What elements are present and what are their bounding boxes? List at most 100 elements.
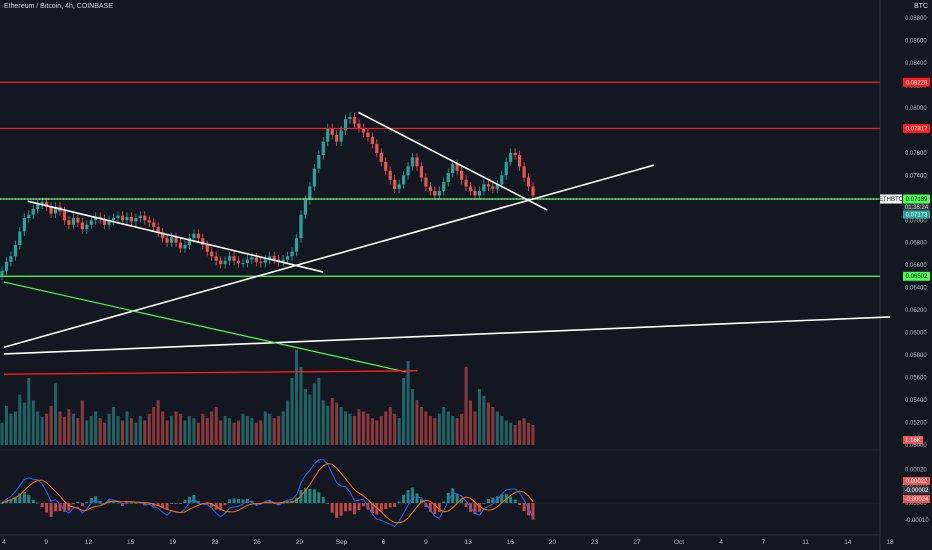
volume-bar <box>138 415 142 445</box>
indicator-histogram-bar <box>513 499 517 504</box>
candle-body <box>36 204 40 210</box>
indicator-histogram-bar <box>223 503 227 506</box>
time-tick-label: 9 <box>44 539 48 546</box>
candle-body <box>107 220 111 225</box>
volume-bar <box>254 422 258 445</box>
volume-bar <box>464 366 468 445</box>
candle-body <box>143 215 147 221</box>
currency-label: BTC <box>914 3 928 10</box>
volume-bar <box>491 407 495 445</box>
candle-body <box>178 242 183 249</box>
candle-body <box>67 220 71 225</box>
candle-body <box>437 191 441 196</box>
volume-bar <box>165 420 169 445</box>
volume-bar <box>161 411 165 445</box>
indicator-value-label: -0.00002 <box>905 488 929 494</box>
indicator-histogram-bar <box>85 502 89 504</box>
price-tick-label: 0.07400 <box>905 173 927 179</box>
indicator-histogram-bar <box>13 497 17 504</box>
candle-body <box>317 155 321 169</box>
indicator-histogram-bar <box>205 503 209 505</box>
time-tick-label: 12 <box>85 539 93 546</box>
volume-bar <box>9 413 13 445</box>
candle-body <box>285 256 290 260</box>
symbol-title: Ethereum / Bitcoin, 4h, COINBASE <box>4 3 113 10</box>
candle-body <box>45 202 49 207</box>
candle-body <box>116 215 120 219</box>
indicator-histogram-bar <box>58 503 62 512</box>
volume-bar <box>71 413 75 445</box>
indicator-histogram-bar <box>98 500 102 504</box>
indicator-histogram-bar <box>49 503 53 517</box>
price-tick-label: 0.06600 <box>905 263 927 269</box>
volume-bar <box>147 413 151 445</box>
candle-body <box>509 152 513 162</box>
candle-body <box>308 186 312 201</box>
volume-bar <box>446 411 450 445</box>
volume-bar <box>27 377 31 445</box>
signal-line <box>1 462 534 524</box>
trendline-long-support <box>3 316 891 355</box>
candle-body <box>482 184 486 192</box>
candle-body <box>281 259 285 262</box>
time-tick-label: 4 <box>719 539 723 546</box>
indicator-histogram-bar <box>326 503 330 504</box>
volume-bar <box>290 377 294 445</box>
time-tick-label: 6 <box>382 539 386 546</box>
indicator-histogram-bar <box>442 501 446 504</box>
candle-body <box>495 184 499 189</box>
volume-bar <box>174 411 178 445</box>
resistance-price-tag-label: 0.07817 <box>906 126 928 132</box>
indicator-histogram-bar <box>27 494 31 504</box>
price-tick-label: 0.06000 <box>905 331 927 337</box>
indicator-histogram-bar <box>228 499 232 504</box>
candle-body <box>473 191 477 196</box>
volume-bar <box>18 394 22 445</box>
indicator-histogram-bar <box>477 503 481 512</box>
time-tick-label: 23 <box>211 539 219 546</box>
volume-bar <box>281 411 285 445</box>
indicator-histogram-bar <box>165 503 169 509</box>
indicator-histogram-bar <box>375 503 379 515</box>
volume-bar <box>277 415 281 445</box>
volume-bar <box>205 418 209 445</box>
volume-bar <box>286 400 290 445</box>
candle-body <box>147 220 151 223</box>
volume-bar <box>379 415 383 445</box>
price-tick-label: 0.08000 <box>905 106 927 112</box>
time-tick-label: 9 <box>424 539 428 546</box>
indicator-histogram-bar <box>76 501 80 504</box>
candle-body <box>393 179 397 189</box>
candle-body <box>419 166 424 178</box>
price-tick-label: 0.05200 <box>905 421 927 427</box>
volume-bar <box>0 422 4 445</box>
candle-body <box>451 164 455 174</box>
time-tick-label: 15 <box>127 539 135 546</box>
volume-bar <box>455 418 459 445</box>
trendline-rising-support <box>3 164 654 349</box>
volume-bar <box>192 418 196 445</box>
candle-body <box>522 166 526 178</box>
indicator-value-label: -0.00024 <box>905 497 929 503</box>
volume-bar <box>388 407 392 445</box>
candle-body <box>40 202 44 205</box>
indicator-histogram-bar <box>464 503 468 508</box>
indicator-histogram-bar <box>62 503 66 512</box>
candle-body <box>491 186 495 189</box>
indicator-histogram-bar <box>312 489 316 504</box>
price-tick-label: 0.06800 <box>905 241 927 247</box>
indicator-histogram-bar <box>451 488 455 504</box>
candle-body <box>214 256 218 261</box>
candle-body <box>326 128 330 142</box>
indicator-histogram-bar <box>339 503 343 516</box>
candle-body <box>187 238 192 245</box>
indicator-histogram-bar <box>152 503 156 507</box>
indicator-histogram-bar <box>455 493 459 504</box>
indicator-histogram-bar <box>402 494 406 504</box>
volume-bar <box>504 420 508 445</box>
indicator-histogram-bar <box>428 503 432 512</box>
indicator-histogram-bar <box>509 496 513 504</box>
indicator-histogram-bar <box>31 499 35 504</box>
volume-bar <box>223 415 227 445</box>
